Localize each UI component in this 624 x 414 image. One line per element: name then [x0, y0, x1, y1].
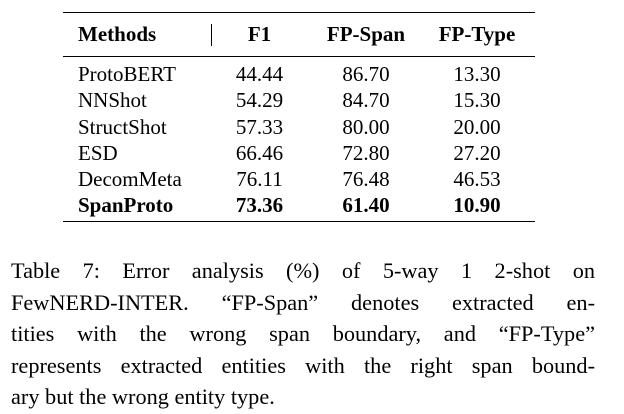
cell-method: DecomMeta — [78, 167, 182, 192]
table-header-rule — [63, 56, 535, 57]
table-row-highlighted: SpanProto 73.36 61.40 10.90 — [63, 192, 535, 218]
cell-fp-type: 27.20 — [453, 140, 501, 165]
cell-fp-span: 84.70 — [342, 88, 390, 113]
cell-fp-span: 80.00 — [342, 114, 390, 139]
cell-method: SpanProto — [78, 193, 174, 218]
caption-line: tities with the wrong span boundary, and… — [11, 321, 595, 346]
cell-fp-type: 20.00 — [453, 114, 501, 139]
cell-method: NNShot — [78, 88, 147, 113]
table-row: StructShot 57.33 80.00 20.00 — [63, 114, 535, 140]
table-header-row: Methods F1 FP-Span FP-Type — [63, 13, 535, 56]
cell-fp-span: 76.48 — [342, 167, 390, 192]
cell-f1: 66.46 — [235, 140, 284, 165]
caption-line: FewNERD-INTER. “FP-Span” denotes extract… — [11, 289, 595, 315]
table-bottom-rule — [63, 220, 535, 222]
cell-fp-type: 13.30 — [453, 62, 501, 86]
table-row: DecomMeta 76.11 76.48 46.53 — [63, 166, 535, 192]
table-top-rule — [63, 12, 535, 13]
header-methods: Methods — [63, 21, 212, 47]
cell-f1: 57.33 — [235, 114, 284, 139]
cell-fp-span: 61.40 — [342, 193, 390, 218]
table-body: ProtoBERT 44.44 86.70 13.30 NNShot 54.29… — [63, 57, 535, 221]
caption-line: ary but the wrong entity type. — [11, 384, 275, 409]
cell-method: ProtoBERT — [78, 62, 176, 86]
caption-line: represents extracted entities with the r… — [11, 352, 595, 378]
cell-method: StructShot — [78, 114, 167, 139]
cell-fp-span: 86.70 — [342, 62, 390, 86]
header-fp-span: FP-Span — [326, 22, 406, 47]
caption-line: Table 7: Error analysis (%) of 5-way 1 2… — [11, 258, 595, 283]
table-row: ESD 66.46 72.80 27.20 — [63, 140, 535, 166]
header-fp-type: FP-Type — [438, 22, 516, 47]
header-f1: F1 — [247, 22, 272, 47]
cell-f1: 76.11 — [236, 167, 283, 192]
table-caption: Table 7: Error analysis (%) of 5-way 1 2… — [11, 255, 595, 413]
cell-fp-type: 46.53 — [453, 167, 501, 192]
results-table: Methods F1 FP-Span FP-Type ProtoBERT 44.… — [63, 12, 535, 222]
cell-fp-span: 72.80 — [342, 140, 390, 165]
cell-f1: 44.44 — [235, 62, 284, 86]
cell-method: ESD — [78, 140, 118, 165]
table-row: NNShot 54.29 84.70 15.30 — [63, 87, 535, 113]
cell-f1: 54.29 — [235, 88, 284, 113]
cell-f1: 73.36 — [235, 193, 284, 218]
cell-fp-type: 10.90 — [453, 193, 501, 218]
table-row: ProtoBERT 44.44 86.70 13.30 — [63, 61, 535, 87]
cell-fp-type: 15.30 — [453, 88, 501, 113]
